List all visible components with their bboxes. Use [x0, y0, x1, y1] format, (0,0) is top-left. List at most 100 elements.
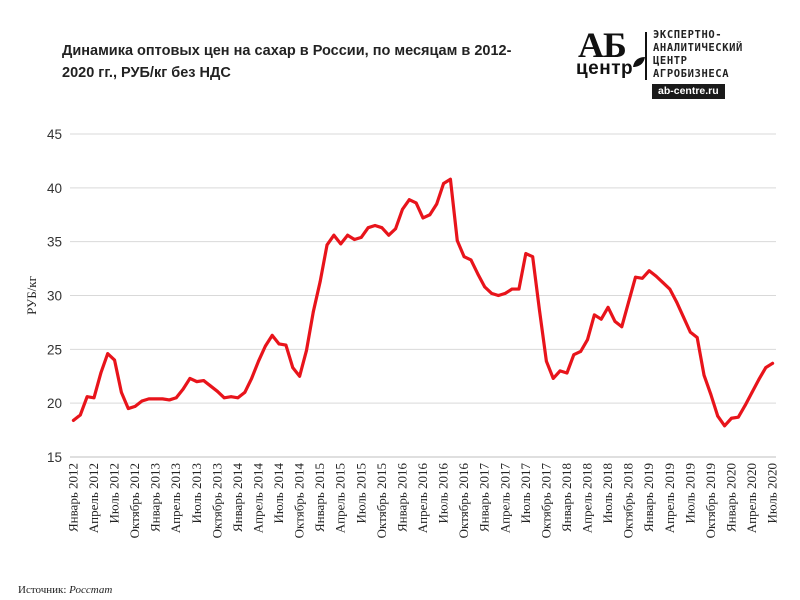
data-point [284, 343, 288, 347]
x-tick-label: Январь 2012 [65, 463, 80, 532]
logo-url: ab-centre.ru [652, 84, 725, 99]
x-tick-label: Октябрь 2014 [292, 463, 307, 539]
x-tick-label: Октябрь 2016 [456, 463, 471, 539]
data-point [147, 397, 151, 401]
data-point [407, 198, 411, 202]
data-point [449, 177, 452, 181]
data-point [277, 342, 281, 346]
company-logo: АБ центр ЭКСПЕРТНО- АНАЛИТИЧЕСКИЙ ЦЕНТР … [576, 25, 786, 100]
data-point [311, 310, 315, 314]
data-point [613, 319, 617, 323]
data-point [325, 243, 329, 247]
data-point [640, 276, 644, 280]
y-tick-label: 15 [47, 450, 62, 465]
data-point [764, 366, 768, 370]
data-point [709, 393, 713, 396]
x-tick-label: Январь 2019 [641, 463, 656, 532]
data-point [359, 235, 363, 239]
data-point [647, 269, 651, 273]
data-point [72, 418, 75, 422]
data-point [380, 226, 384, 230]
source-label: Источник: [18, 584, 67, 596]
data-point [730, 416, 733, 420]
data-point [202, 379, 206, 382]
data-point [366, 226, 370, 230]
data-point [373, 224, 377, 227]
x-tick-label: Апрель 2019 [662, 463, 677, 533]
source-note: Источник: Росстат [18, 584, 112, 596]
x-tick-label: Июль 2012 [107, 463, 122, 523]
data-point [510, 287, 514, 291]
x-tick-label: Январь 2014 [230, 463, 245, 533]
data-point [606, 305, 610, 309]
data-point [538, 309, 541, 312]
data-point [401, 207, 404, 211]
data-point [661, 281, 665, 284]
series-line [71, 177, 775, 428]
data-point [174, 396, 178, 400]
x-tick-label: Октябрь 2015 [374, 463, 389, 538]
data-point [435, 202, 439, 206]
data-point [318, 280, 322, 283]
data-point [181, 387, 185, 391]
x-tick-label: Октябрь 2018 [621, 463, 636, 538]
logo-mark-top: АБ [578, 25, 627, 65]
data-point [78, 413, 82, 417]
data-point [565, 371, 569, 375]
x-tick-label: Октябрь 2019 [703, 463, 718, 538]
data-point [442, 182, 445, 185]
data-point [517, 287, 521, 291]
y-tick-label: 25 [47, 342, 62, 357]
x-tick-label: Апрель 2014 [250, 463, 265, 534]
data-point [215, 389, 219, 393]
data-point [236, 396, 240, 400]
y-tick-label: 30 [47, 289, 62, 304]
data-point [353, 238, 356, 241]
data-point [524, 252, 528, 255]
data-point [305, 349, 308, 352]
y-tick-label: 20 [47, 396, 62, 411]
x-tick-label: Январь 2017 [477, 463, 492, 533]
x-tick-label: Июль 2015 [353, 463, 368, 523]
x-tick-label: Октябрь 2017 [538, 463, 553, 539]
x-tick-label: Апрель 2015 [333, 463, 348, 533]
data-point [483, 285, 487, 289]
x-tick-label: Январь 2015 [312, 463, 327, 532]
source-name: Росстат [69, 584, 113, 596]
data-point [675, 300, 679, 304]
data-point [592, 313, 596, 317]
data-point [497, 294, 500, 297]
y-axis-label: РУБ/кг [24, 276, 39, 315]
x-tick-label: Июль 2017 [518, 463, 533, 524]
data-point [263, 344, 267, 348]
data-point [586, 338, 589, 342]
data-point [243, 391, 247, 394]
data-point [133, 405, 137, 408]
data-point [688, 330, 692, 334]
data-point [161, 397, 164, 401]
x-tick-label: Апрель 2018 [580, 463, 595, 533]
data-point [682, 315, 685, 319]
data-point [195, 380, 199, 384]
data-point [332, 233, 336, 237]
x-tick-label: Январь 2016 [394, 463, 409, 533]
data-point [490, 291, 493, 295]
data-point [428, 213, 432, 217]
x-tick-label: Январь 2018 [559, 463, 574, 532]
data-point [743, 403, 747, 407]
x-tick-label: Апрель 2013 [168, 463, 183, 533]
x-tick-label: Январь 2013 [148, 463, 163, 532]
x-tick-label: Апрель 2017 [497, 463, 512, 534]
data-point [668, 287, 672, 291]
data-point [462, 255, 466, 259]
data-point [257, 359, 260, 363]
logo-mark-bottom: центр [576, 58, 634, 79]
logo-text: ЭКСПЕРТНО- АНАЛИТИЧЕСКИЙ ЦЕНТР АГРОБИЗНЕ… [653, 29, 743, 80]
data-point [455, 239, 459, 242]
x-tick-label: Апрель 2020 [744, 463, 759, 533]
data-point [757, 378, 761, 381]
data-point [346, 233, 349, 237]
data-point [551, 377, 555, 380]
y-tick-label: 45 [47, 127, 62, 142]
